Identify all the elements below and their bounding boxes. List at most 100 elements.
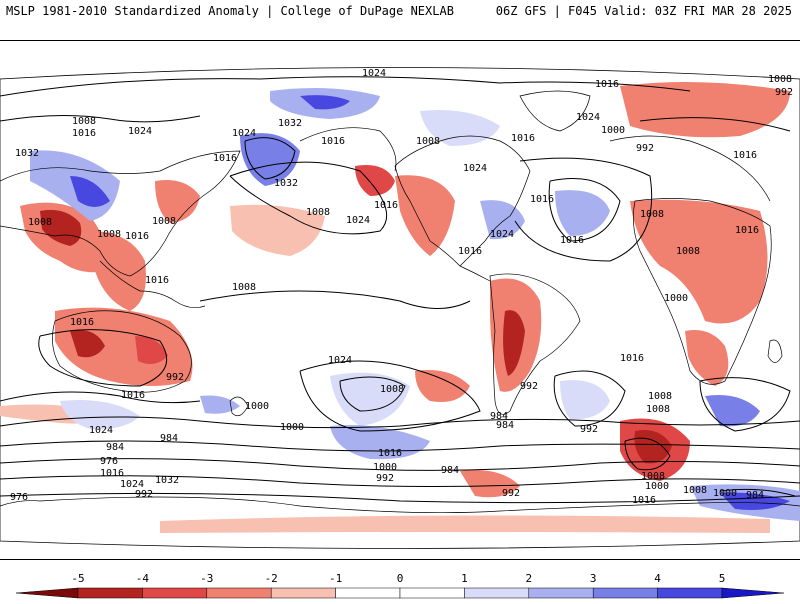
isobar-label: 1000 (713, 488, 737, 499)
colorbar-tick-label: 1 (461, 572, 468, 585)
colorbar: -5 -4 -3 -2 -1 0 1 2 3 4 5 (0, 558, 800, 600)
isobar-labels: 1024 1008 992 1016 1032 1008 1016 1024 1… (10, 68, 793, 506)
isobar-1024-atlantic (548, 178, 621, 242)
isobar-label: 1016 (374, 200, 398, 211)
isobar-1000-south (0, 440, 800, 452)
anomaly-pacific-nw (355, 165, 395, 196)
anomaly-andes-core (503, 310, 525, 376)
isobar-label: 1016 (560, 235, 584, 246)
isobar-label: 1008 (676, 246, 700, 257)
isobar-label: 1024 (232, 128, 256, 139)
isobar-label: 1000 (373, 462, 397, 473)
colorbar-tick-label: -4 (136, 572, 150, 585)
colorbar-segment (270, 587, 336, 599)
colorbar-tick-label: -3 (200, 572, 213, 585)
isobar-label: 1024 (362, 68, 386, 79)
isobar-label: 1016 (125, 231, 149, 242)
isobar-label: 1024 (576, 112, 600, 123)
isobar-label: 1032 (155, 475, 179, 486)
colorbar-tick-label: -1 (329, 572, 342, 585)
isobar-label: 992 (580, 424, 598, 435)
coast-alaska (299, 127, 397, 172)
map-outline (0, 67, 800, 549)
anomaly-arctic-east (620, 82, 790, 138)
isobar-label: 1024 (490, 229, 514, 240)
anomaly-siberia (155, 180, 200, 223)
isobar-label: 992 (636, 143, 654, 154)
isobar-1024-australia (38, 329, 168, 387)
anomaly-east-asia-high-core (70, 176, 110, 207)
colorbar-segment (657, 587, 723, 599)
isobar-label: 1016 (145, 275, 169, 286)
isobar-label: 984 (106, 442, 124, 453)
colorbar-segment (464, 587, 530, 599)
isobar-label: 1024 (346, 215, 370, 226)
isobar-label: 1024 (89, 425, 113, 436)
coast-north-america (394, 135, 531, 267)
isobars (0, 76, 800, 504)
colorbar-segment (335, 587, 401, 599)
isobar-label: 1016 (70, 317, 94, 328)
anomaly-north-pacific (230, 204, 325, 256)
isobar-992-south (0, 458, 800, 471)
isobar-label: 1008 (97, 229, 121, 240)
anomaly-drake (460, 470, 520, 498)
anomaly-australia-core (70, 330, 105, 358)
isobar-label: 1032 (278, 118, 302, 129)
isobar-label: 1000 (280, 422, 304, 433)
isobar-label: 1008 (640, 209, 664, 220)
isobar-label: 984 (496, 420, 514, 431)
isobar-label: 1024 (128, 126, 152, 137)
anomaly-south-indian-high (705, 395, 760, 427)
isobar-label: 1008 (72, 116, 96, 127)
isobar-label: 1000 (664, 293, 688, 304)
colorbar-segment (77, 587, 143, 599)
colorbar-tick-label: 4 (654, 572, 661, 585)
isobar-1016-south-indian (699, 377, 791, 432)
isobar-label: 1016 (321, 136, 345, 147)
isobar-label: 1016 (458, 246, 482, 257)
coast-antarctica (39, 496, 800, 514)
isobar-1016-pacific (229, 161, 388, 235)
chart-title: MSLP 1981-2010 Standardized Anomaly | Co… (6, 4, 454, 18)
coastlines (0, 90, 800, 514)
isobar-label: 1024 (463, 163, 487, 174)
colorbar-segments (15, 587, 785, 599)
colorbar-tick-label: 5 (719, 572, 726, 585)
anomaly-tasman-high (200, 395, 240, 414)
colorbar-segment (206, 587, 272, 599)
isobar-1008-mid-south (0, 416, 800, 429)
anomaly-map: 1024 1008 992 1016 1032 1008 1016 1024 1… (0, 67, 800, 549)
colorbar-segment (142, 587, 208, 599)
isobar-1008-asia (0, 114, 201, 123)
coast-africa (633, 198, 772, 385)
model-run-valid-time: 06Z GFS | F045 Valid: 03Z FRI MAR 28 202… (495, 4, 792, 18)
isobar-1032-antarctic-east (719, 488, 796, 497)
isobar-label: 1016 (511, 133, 535, 144)
anomaly-east-asia-core (40, 209, 82, 246)
isobar-label: 992 (775, 87, 793, 98)
colorbar-tick-label: -5 (71, 572, 84, 585)
colorbar-segment (592, 587, 658, 599)
coast-madagascar (767, 339, 783, 363)
colorbar-tick-label: -2 (265, 572, 278, 585)
negative-anomalies (0, 82, 790, 533)
isobar-label: 1008 (380, 384, 404, 395)
colorbar-extend-high (721, 587, 785, 599)
coast-asia (0, 150, 241, 277)
anomaly-southern-ocean-band (160, 515, 770, 533)
colorbar-tick-label: 3 (590, 572, 597, 585)
isobar-label: 1008 (648, 391, 672, 402)
isobar-label: 992 (502, 488, 520, 499)
map-panel: 1024 1008 992 1016 1032 1008 1016 1024 1… (0, 40, 800, 560)
isobar-label: 1008 (646, 404, 670, 415)
isobar-label: 984 (746, 490, 764, 501)
colorbar-svg: -5 -4 -3 -2 -1 0 1 2 3 4 5 (15, 572, 785, 599)
isobar-label: 992 (135, 489, 153, 500)
isobar-label: 984 (441, 465, 459, 476)
isobar-label: 1016 (100, 468, 124, 479)
isobar-label: 1000 (645, 481, 669, 492)
isobar-1024-south-pacific (339, 376, 406, 412)
colorbar-tick-label: 2 (525, 572, 532, 585)
isobar-label: 1008 (416, 136, 440, 147)
